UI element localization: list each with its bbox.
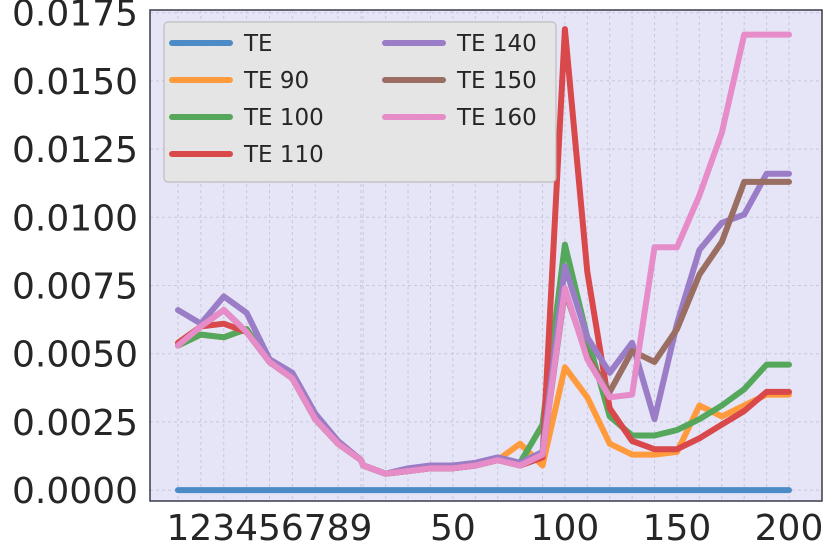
- legend-label: TE: [243, 31, 273, 57]
- y-tick-label: 0.0175: [12, 0, 138, 35]
- legend-label: TE 150: [456, 68, 537, 94]
- x-tick-label: 200: [755, 508, 824, 549]
- y-tick-label: 0.0125: [12, 130, 138, 171]
- y-tick-label: 0.0075: [12, 267, 138, 308]
- x-tick-label: 6: [281, 508, 304, 549]
- y-tick-label: 0.0100: [12, 198, 138, 239]
- legend-label: TE 90: [243, 68, 309, 94]
- legend-label: TE 140: [456, 31, 537, 57]
- x-tick-label: 7: [304, 508, 327, 549]
- y-tick-label: 0.0025: [12, 403, 138, 444]
- y-axis-ticks: 0.0000 0.0025 0.0050 0.0075 0.0100 0.0125 0.01…: [12, 0, 138, 512]
- plot-frame: [149, 9, 823, 502]
- y-tick-label: 0.0150: [12, 62, 138, 103]
- legend-box: [163, 21, 557, 183]
- x-tick-label: 1: [167, 508, 190, 549]
- x-tick-label: 3: [212, 508, 235, 549]
- y-tick-label: 0.0000: [12, 471, 138, 512]
- legend-label: TE 160: [456, 105, 537, 131]
- legend-label: TE 100: [243, 105, 324, 131]
- x-tick-label: 8: [327, 508, 350, 549]
- x-tick-label: 9: [350, 508, 373, 549]
- legend-label: TE 110: [243, 142, 324, 168]
- x-axis-ticks: 1 2 3 4 5 6 7 8 9 50 100 150 200: [167, 508, 824, 549]
- series-lines: [175, 26, 792, 494]
- x-tick-label: 150: [643, 508, 712, 549]
- series-line-te-160: [175, 31, 792, 477]
- x-tick-label: 50: [430, 508, 476, 549]
- x-tick-label: 5: [258, 508, 281, 549]
- x-tick-label: 2: [189, 508, 212, 549]
- legend: TE TE 90 TE 100 TE 110 TE 140 TE 150 TE 160: [163, 21, 557, 183]
- x-tick-label: 4: [235, 508, 258, 549]
- x-tick-label: 100: [531, 508, 600, 549]
- y-tick-label: 0.0050: [12, 335, 138, 376]
